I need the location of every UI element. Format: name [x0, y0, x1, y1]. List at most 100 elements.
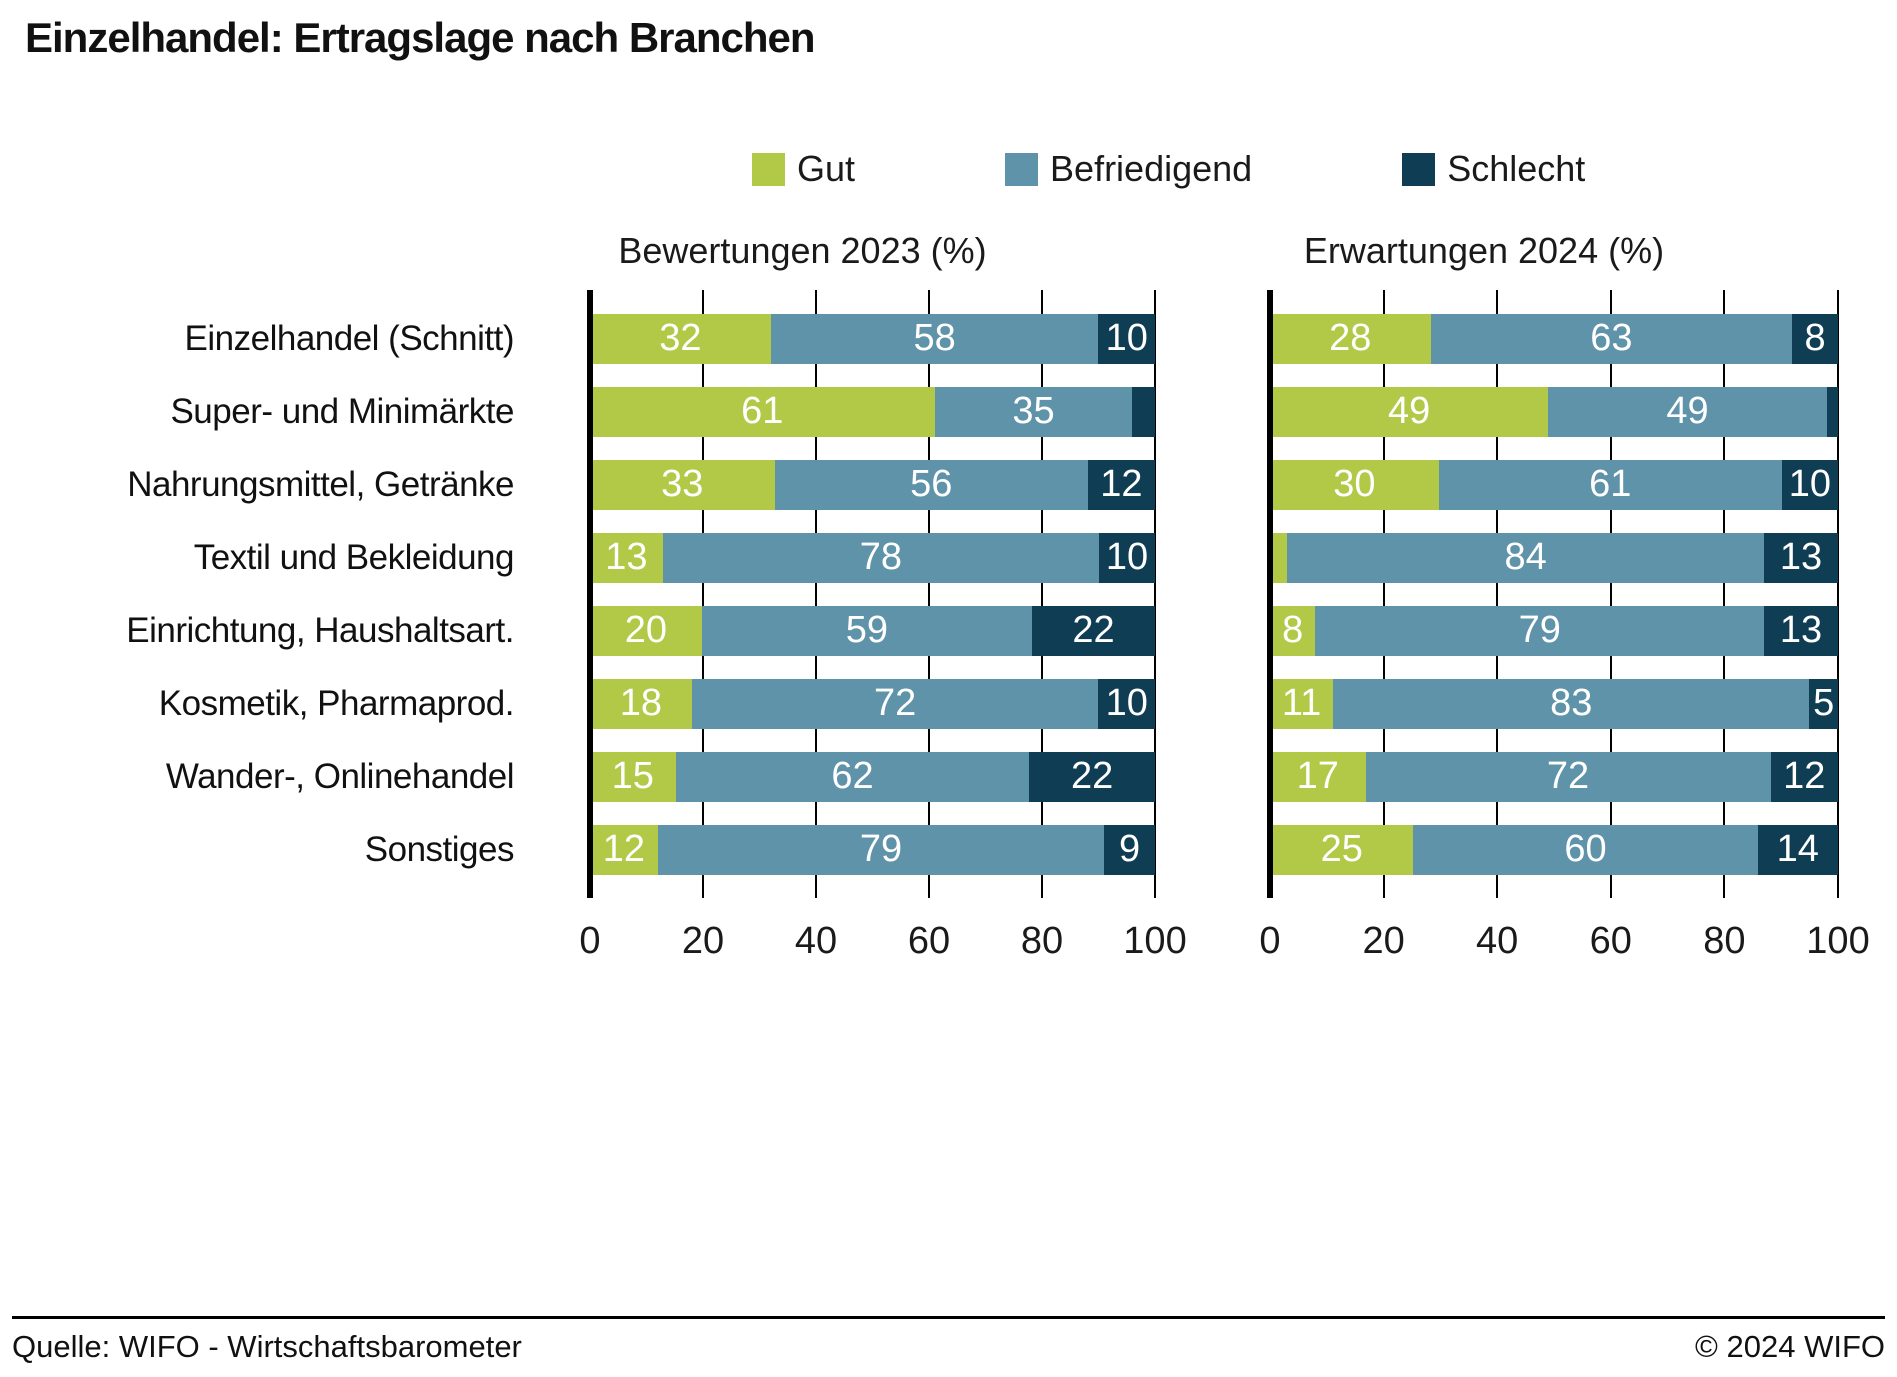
axis-tick-label: 0: [579, 920, 601, 962]
gridline: [1041, 290, 1043, 898]
panel-2023: 32 58 10 61 35 33 56 12 13 78 10 20 59 22 18 72 10 15 62 22…: [587, 290, 1156, 898]
bar-row: 49 49: [1270, 375, 1838, 448]
bar-segment-schlecht: 22: [1029, 751, 1155, 802]
axis-tick-label: 20: [1362, 920, 1405, 962]
bar-row: 18 72 10: [590, 667, 1155, 740]
gridline: [1837, 290, 1839, 898]
stacked-bar: 28 63 8: [1270, 313, 1838, 364]
stacked-bar: 15 62 22: [590, 751, 1155, 802]
category-label: Textil und Bekleidung: [193, 538, 515, 577]
category-label: Einrichtung, Haushaltsart.: [126, 611, 514, 650]
category-label: Nahrungsmittel, Getränke: [127, 465, 514, 504]
bar-segment-befriedigend: 72: [691, 678, 1099, 729]
bar-segment-gut: 28: [1270, 313, 1431, 364]
bar-segment-gut: 15: [590, 751, 676, 802]
axis-tick-label: 80: [1703, 920, 1746, 962]
bar-segment-gut: 32: [590, 313, 771, 364]
bar-segment-gut: 25: [1270, 824, 1414, 875]
stacked-bar: 11 83 5: [1270, 678, 1838, 729]
gridline: [1609, 290, 1612, 898]
copyright-note: © 2024 WIFO: [1695, 1329, 1885, 1364]
bar-segment-befriedigend: 63: [1430, 313, 1793, 364]
bar-segment-befriedigend: 56: [774, 459, 1088, 510]
stacked-bar: 12 79 9: [590, 824, 1155, 875]
bar-row: 33 56 12: [590, 448, 1155, 521]
axis-line: [587, 290, 593, 898]
source-note: Quelle: WIFO - Wirtschaftsbarometer: [12, 1329, 522, 1364]
panel-header-2024: Erwartungen 2024 (%): [1303, 230, 1665, 271]
stacked-bar: 49 49: [1270, 386, 1838, 437]
bar-segment-schlecht: 22: [1031, 605, 1155, 656]
axis-line: [1267, 290, 1273, 898]
chart-title: Einzelhandel: Ertragslage nach Branchen: [25, 14, 816, 61]
bar-row: 15 62 22: [590, 740, 1155, 813]
bar-segment-gut: [1270, 532, 1288, 583]
category-label: Wander-, Onlinehandel: [165, 757, 515, 796]
bar-row: 30 61 10: [1270, 448, 1838, 521]
stacked-bar: 20 59 22: [590, 605, 1155, 656]
bar-segment-gut: 17: [1270, 751, 1366, 802]
bar-segment-befriedigend: 35: [934, 386, 1133, 437]
panel-2024: 28 63 8 49 49 30 61 10 84 13 8 79 13 11 83 5 17 72 12 25 60 1…: [1267, 290, 1839, 898]
bar-segment-schlecht: [1132, 386, 1155, 437]
legend-label: Schlecht: [1447, 148, 1586, 189]
bar-segment-gut: 49: [1270, 386, 1549, 437]
axis-tick-label: 40: [794, 920, 838, 962]
bar-segment-befriedigend: 79: [1315, 605, 1765, 656]
bar-segment-schlecht: 13: [1764, 605, 1838, 656]
stacked-bar: 30 61 10: [1270, 459, 1838, 510]
stacked-bar: 32 58 10: [590, 313, 1155, 364]
stacked-bar: 61 35: [590, 386, 1155, 437]
x-axis-2024: 0 20 40 60 80 100: [1259, 898, 1869, 978]
bar-segment-gut: 20: [590, 605, 702, 656]
bar-row: 28 63 8: [1270, 302, 1838, 375]
gridline: [815, 290, 817, 898]
bar-segment-schlecht: 12: [1770, 751, 1838, 802]
bar-segment-schlecht: 12: [1087, 459, 1155, 510]
gridline: [928, 290, 930, 898]
bar-segment-befriedigend: 78: [662, 532, 1100, 583]
bar-segment-befriedigend: 60: [1413, 824, 1758, 875]
stacked-bar: 33 56 12: [590, 459, 1155, 510]
schlecht-swatch-icon: [1402, 152, 1436, 186]
bar-segment-befriedigend: 61: [1438, 459, 1782, 510]
bar-row: 12 79 9: [590, 813, 1155, 886]
panel-header-2023: Bewertungen 2023 (%): [618, 230, 987, 271]
bar-segment-gut: 30: [1270, 459, 1439, 510]
bar-segment-befriedigend: 58: [770, 313, 1099, 364]
bar-segment-befriedigend: 79: [657, 824, 1105, 875]
axis-tick-label: 100: [1806, 920, 1870, 962]
bar-segment-schlecht: 9: [1104, 824, 1155, 875]
legend-label: Gut: [797, 148, 856, 189]
bar-segment-gut: 8: [1270, 605, 1316, 656]
category-label: Kosmetik, Pharmaprod.: [158, 684, 515, 723]
legend-item-gut: Gut: [752, 148, 855, 190]
legend: Gut Befriedigend Schlecht: [752, 148, 1585, 190]
bar-segment-schlecht: 5: [1809, 678, 1838, 729]
gridline: [1723, 290, 1726, 898]
bar-segment-befriedigend: 59: [701, 605, 1032, 656]
bar-row: 61 35: [590, 375, 1155, 448]
bar-segment-gut: 12: [590, 824, 658, 875]
bar-segment-schlecht: 8: [1792, 313, 1838, 364]
legend-item-befriedigend: Befriedigend: [1005, 148, 1252, 190]
axis-tick-label: 100: [1123, 920, 1187, 962]
bar-row: 32 58 10: [590, 302, 1155, 375]
stacked-bar: 84 13: [1270, 532, 1838, 583]
legend-item-schlecht: Schlecht: [1402, 148, 1585, 190]
bar-segment-gut: 61: [590, 386, 935, 437]
bar-segment-schlecht: [1826, 386, 1838, 437]
bar-segment-gut: 13: [590, 532, 663, 583]
x-axis-2023: 0 20 40 60 80 100: [579, 898, 1186, 978]
axis-tick-label: 80: [1020, 920, 1064, 962]
bar-row: 84 13: [1270, 521, 1838, 594]
category-label: Einzelhandel (Schnitt): [184, 319, 515, 358]
stacked-bar: 18 72 10: [590, 678, 1155, 729]
bar-segment-schlecht: 10: [1098, 678, 1155, 729]
bar-segment-befriedigend: 72: [1365, 751, 1771, 802]
gridline: [1496, 290, 1499, 898]
bar-segment-schlecht: 14: [1757, 824, 1838, 875]
category-label: Super- und Minimärkte: [170, 392, 514, 431]
bar-segment-befriedigend: 62: [675, 751, 1030, 802]
